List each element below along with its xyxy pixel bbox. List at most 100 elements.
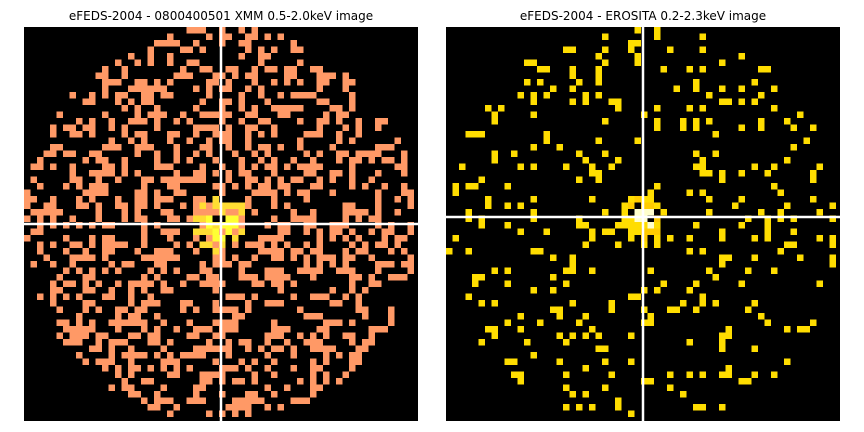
- image-pixel: [277, 33, 284, 40]
- image-pixel: [147, 176, 154, 183]
- image-pixel: [251, 66, 258, 73]
- image-pixel: [167, 215, 174, 222]
- image-pixel: [355, 124, 362, 131]
- image-pixel: [355, 235, 362, 242]
- image-pixel: [154, 163, 161, 170]
- image-pixel: [76, 118, 83, 125]
- image-pixel: [589, 267, 596, 274]
- image-pixel: [472, 131, 479, 138]
- image-pixel: [225, 345, 232, 352]
- image-pixel: [108, 144, 115, 151]
- image-pixel: [582, 313, 589, 320]
- image-pixel: [342, 79, 349, 86]
- image-pixel: [310, 92, 317, 99]
- image-pixel: [30, 196, 37, 203]
- image-pixel: [128, 371, 135, 378]
- image-pixel: [212, 72, 219, 79]
- image-pixel: [212, 248, 219, 255]
- image-pixel: [212, 131, 219, 138]
- image-pixel: [199, 98, 206, 105]
- image-pixel: [667, 235, 674, 242]
- image-pixel: [751, 163, 758, 170]
- image-pixel: [608, 306, 615, 313]
- image-pixel: [37, 215, 44, 222]
- image-pixel: [43, 202, 50, 209]
- image-pixel: [290, 46, 297, 53]
- image-pixel: [777, 209, 784, 216]
- image-pixel: [478, 131, 485, 138]
- image-pixel: [394, 196, 401, 203]
- image-pixel: [375, 202, 382, 209]
- image-pixel: [355, 300, 362, 307]
- image-pixel: [89, 326, 96, 333]
- image-pixel: [790, 228, 797, 235]
- image-pixel: [128, 118, 135, 125]
- image-pixel: [485, 105, 492, 112]
- image-pixel: [693, 404, 700, 411]
- image-pixel: [271, 241, 278, 248]
- image-pixel: [602, 209, 609, 216]
- image-pixel: [199, 176, 206, 183]
- image-pixel: [303, 254, 310, 261]
- image-pixel: [225, 319, 232, 326]
- image-pixel: [277, 235, 284, 242]
- image-pixel: [69, 241, 76, 248]
- image-pixel: [89, 235, 96, 242]
- image-pixel: [95, 176, 102, 183]
- image-pixel: [212, 345, 219, 352]
- image-pixel: [212, 170, 219, 177]
- image-pixel: [401, 248, 408, 255]
- image-pixel: [225, 66, 232, 73]
- image-pixel: [316, 345, 323, 352]
- image-pixel: [751, 300, 758, 307]
- image-pixel: [238, 397, 245, 404]
- image-pixel: [706, 196, 713, 203]
- image-pixel: [141, 202, 148, 209]
- image-pixel: [589, 163, 596, 170]
- image-pixel: [180, 352, 187, 359]
- image-pixel: [141, 287, 148, 294]
- image-pixel: [128, 287, 135, 294]
- image-pixel: [673, 85, 680, 92]
- image-pixel: [115, 202, 122, 209]
- image-pixel: [154, 118, 161, 125]
- image-pixel: [654, 241, 661, 248]
- image-pixel: [128, 85, 135, 92]
- image-pixel: [563, 163, 570, 170]
- image-pixel: [167, 254, 174, 261]
- image-pixel: [628, 215, 635, 222]
- image-pixel: [381, 183, 388, 190]
- image-pixel: [310, 274, 317, 281]
- image-pixel: [141, 189, 148, 196]
- image-pixel: [63, 235, 70, 242]
- image-pixel: [128, 384, 135, 391]
- image-pixel: [108, 163, 115, 170]
- image-pixel: [719, 332, 726, 339]
- image-pixel: [504, 202, 511, 209]
- image-pixel: [595, 176, 602, 183]
- image-pixel: [349, 274, 356, 281]
- image-pixel: [238, 267, 245, 274]
- image-pixel: [212, 300, 219, 307]
- image-pixel: [50, 163, 57, 170]
- image-pixel: [277, 287, 284, 294]
- image-pixel: [764, 66, 771, 73]
- image-pixel: [738, 222, 745, 229]
- image-pixel: [628, 410, 635, 417]
- image-pixel: [186, 300, 193, 307]
- image-pixel: [199, 378, 206, 385]
- image-pixel: [329, 287, 336, 294]
- image-pixel: [621, 222, 628, 229]
- image-pixel: [225, 228, 232, 235]
- image-pixel: [316, 326, 323, 333]
- image-pixel: [258, 235, 265, 242]
- image-pixel: [654, 105, 661, 112]
- image-pixel: [160, 85, 167, 92]
- image-pixel: [784, 202, 791, 209]
- image-pixel: [491, 300, 498, 307]
- image-pixel: [323, 98, 330, 105]
- image-pixel: [167, 371, 174, 378]
- image-pixel: [310, 345, 317, 352]
- image-pixel: [329, 170, 336, 177]
- image-pixel: [563, 280, 570, 287]
